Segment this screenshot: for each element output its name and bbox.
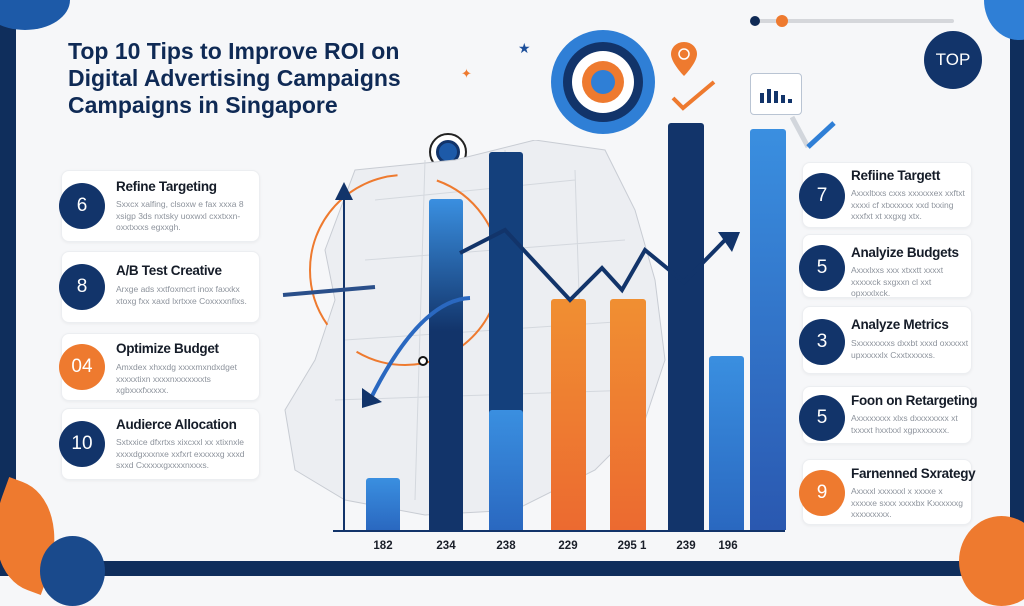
tip-card[interactable]: 6 Refine Targeting Sxxcx xalfing, clsoxw… — [59, 170, 260, 242]
tip-title: Optimize Budget — [116, 341, 219, 356]
tip-card[interactable]: 5 Analyize Budgets Axxxlxxs xxx xtxxtt x… — [799, 234, 972, 298]
corner-decoration — [984, 0, 1024, 40]
corner-decoration — [959, 516, 1024, 606]
tip-title: A/B Test Creative — [116, 263, 222, 278]
progress-slider[interactable] — [750, 15, 954, 27]
tip-title: Analyze Metrics — [851, 317, 949, 332]
tip-number-badge: 6 — [59, 183, 105, 229]
check-arrow-icon — [671, 80, 716, 111]
top-badge[interactable]: TOP — [924, 31, 982, 89]
tip-card[interactable]: 5 Foon on Retargeting Axxxxxxxx xlxs dxx… — [799, 386, 978, 444]
tip-description: Sxxcx xalfing, clsoxw e fax xxxa 8 xsigp… — [116, 199, 244, 232]
tip-number-badge: 10 — [59, 421, 105, 467]
tip-number-badge: 9 — [799, 470, 845, 516]
y-axis-arrow — [335, 182, 353, 200]
y-axis — [343, 195, 345, 530]
tip-description: Axxxlxxs xxx xtxxtt xxxxt xxxxxck sxgxxn… — [851, 265, 944, 298]
chart-bar — [551, 299, 586, 530]
tip-card[interactable]: 9 Farnenned Sxrategy Axxxxl xxxxxxl x xx… — [799, 459, 976, 525]
corner-decoration — [0, 0, 70, 30]
tip-card[interactable]: 10 Audierce Allocation Sxtxxice dfxrtxs … — [59, 408, 260, 480]
tip-number-badge: 8 — [59, 264, 105, 310]
tip-description: Axxxxl xxxxxxl x xxxxe x xxxxxe sxxx xxx… — [851, 486, 963, 519]
tip-description: Axxxxxxxx xlxs dxxxxxxxx xt txxxxt hxxtx… — [851, 413, 958, 435]
page-title: Top 10 Tips to Improve ROI on Digital Ad… — [68, 38, 488, 119]
trend-line — [282, 227, 740, 408]
target-icon — [551, 30, 655, 134]
chart-bar — [709, 356, 744, 530]
tip-title: Refiine Targett — [851, 168, 941, 183]
x-tick-label: 229 — [558, 540, 578, 552]
x-tick-label: 234 — [436, 540, 456, 552]
tip-card[interactable]: 3 Analyze Metrics Sxxxxxxxxs dxxbt xxxd … — [799, 306, 972, 374]
x-axis — [333, 530, 785, 532]
leaf-icon — [40, 536, 105, 606]
tip-number-badge: 04 — [59, 344, 105, 390]
x-tick-label: 239 — [676, 540, 696, 552]
chart-bar — [366, 478, 400, 530]
x-tick-label: 295 1 — [617, 540, 647, 552]
chart-bar — [668, 123, 704, 530]
tip-description: Sxxxxxxxxs dxxbt xxxd oxxxxxt upxxxxxlx … — [851, 338, 969, 360]
frame-bottom — [0, 561, 1024, 576]
tip-title: Analyize Budgets — [851, 245, 959, 260]
x-tick-label: 196 — [718, 540, 738, 552]
tip-description: Arxge ads xxtfoxmcrt inox faxxkx xtoxg f… — [116, 284, 247, 306]
tip-title: Refine Targeting — [116, 179, 217, 194]
x-tick-label: 182 — [373, 540, 393, 552]
tip-number-badge: 5 — [799, 395, 845, 441]
location-pin-icon — [671, 42, 697, 76]
tip-title: Audierce Allocation — [116, 417, 237, 432]
chart-bar — [489, 410, 523, 530]
tip-description: Sxtxxice dfxrtxs xixcxxl xx xtixnxle xxx… — [116, 437, 245, 470]
title-line: Digital Advertising Campaigns — [68, 65, 401, 91]
chart-bar — [750, 129, 786, 530]
checkmark-icon — [790, 115, 836, 149]
tip-card[interactable]: 8 A/B Test Creative Arxge ads xxtfoxmcrt… — [59, 251, 260, 323]
tip-description: Axxxltxxs cxxs xxxxxxex xxftxt xxxxi cf … — [851, 188, 965, 221]
tip-card[interactable]: 7 Refiine Targett Axxxltxxs cxxs xxxxxxe… — [799, 162, 972, 228]
frame-left — [0, 0, 16, 576]
title-line: Top 10 Tips to Improve ROI on — [68, 38, 400, 64]
tip-number-badge: 7 — [799, 173, 845, 219]
tip-description: Amxdex xhxxdg xxxxmxndxdget xxxxxtixn xx… — [116, 362, 237, 395]
x-tick-label: 238 — [496, 540, 516, 552]
chart-bar — [429, 199, 463, 530]
slider-knob[interactable] — [750, 16, 760, 26]
star-icon: ✦ — [461, 66, 472, 81]
tip-title: Farnenned Sxrategy — [851, 466, 976, 481]
tip-number-badge: 3 — [799, 319, 845, 365]
tip-card[interactable]: 04 Optimize Budget Amxdex xhxxdg xxxxmxn… — [59, 333, 260, 401]
chart-bar — [610, 299, 646, 530]
frame-right — [1010, 0, 1024, 576]
star-icon: ★ — [518, 40, 531, 56]
tip-title: Foon on Retargeting — [851, 393, 978, 408]
tip-number-badge: 5 — [799, 245, 845, 291]
bar-chart-icon — [750, 73, 802, 115]
slider-knob[interactable] — [776, 15, 788, 27]
title-line: Campaigns in Singapore — [68, 92, 338, 118]
